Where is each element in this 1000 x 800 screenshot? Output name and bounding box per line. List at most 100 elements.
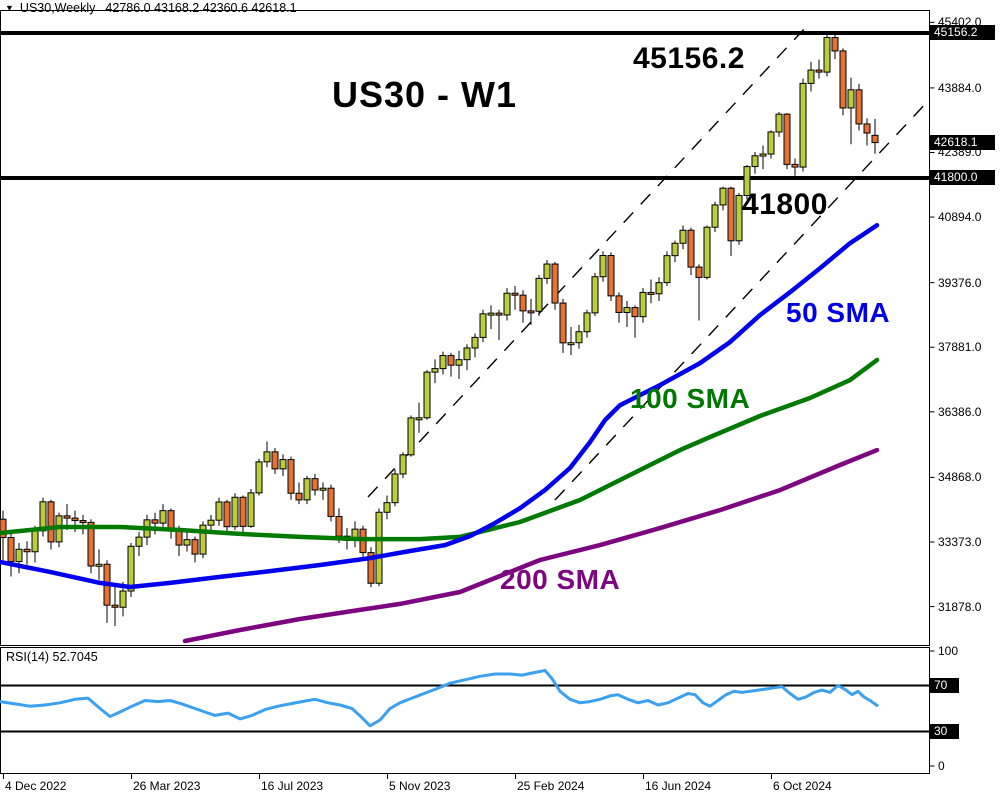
candle <box>351 521 359 548</box>
candle <box>407 415 415 457</box>
candle <box>111 586 119 626</box>
candle <box>391 469 399 507</box>
candle <box>871 118 879 154</box>
price-flag: 45156.2 <box>930 24 995 40</box>
rsi-level-label: 100 <box>938 644 959 658</box>
candle <box>255 458 263 496</box>
candle <box>647 279 655 304</box>
candle <box>703 225 711 280</box>
candle <box>447 352 455 377</box>
candle <box>679 225 687 250</box>
rsi-level-flag: 70 <box>930 677 959 693</box>
sma100-line[interactable] <box>0 357 880 542</box>
candle <box>7 532 15 577</box>
candle <box>223 499 231 533</box>
candle <box>47 499 55 550</box>
sma200-label[interactable]: 200 SMA <box>500 564 621 595</box>
candle <box>847 77 855 145</box>
candle <box>327 484 335 522</box>
candle <box>439 351 447 375</box>
candle <box>503 288 511 321</box>
x-axis-label: 25 Feb 2024 <box>517 779 585 793</box>
candle <box>655 277 663 302</box>
x-axis-label: 16 Jun 2024 <box>645 779 712 793</box>
rsi-level-label: 0 <box>938 759 945 773</box>
candle <box>79 514 87 535</box>
candle <box>319 482 327 500</box>
sma100-label[interactable]: 100 SMA <box>630 383 751 414</box>
candle <box>287 456 295 500</box>
peak-price-annotation[interactable]: 45156.2 <box>633 42 745 75</box>
price-flag: 41800.0 <box>930 169 995 185</box>
quote-header: ▼ US30,Weekly 42786.0 43168.2 42360.6 4261… <box>5 1 297 15</box>
candle <box>367 547 375 588</box>
candle <box>559 298 567 353</box>
support-level-annotation[interactable]: 41800 <box>742 188 828 221</box>
candle <box>663 251 671 286</box>
candle <box>423 370 431 420</box>
y-axis-label: 40894.0 <box>938 210 982 225</box>
candle <box>855 83 863 131</box>
candle <box>591 272 599 317</box>
y-axis-label: 33373.0 <box>938 534 982 549</box>
candle <box>599 251 607 282</box>
candle <box>207 514 215 533</box>
candle <box>695 264 703 321</box>
candle <box>495 309 503 340</box>
candle <box>15 542 23 574</box>
candle <box>759 145 767 170</box>
candle <box>0 510 7 561</box>
candle <box>431 359 439 384</box>
candle <box>191 536 199 563</box>
candle <box>735 193 743 245</box>
candle <box>311 473 319 496</box>
candle <box>103 560 111 623</box>
x-axis-label: 6 Oct 2024 <box>773 779 832 793</box>
candle <box>551 262 559 310</box>
candle <box>607 252 615 302</box>
candle <box>527 298 535 325</box>
symbol-dropdown-icon[interactable]: ▼ <box>5 3 14 13</box>
candle <box>815 59 823 79</box>
y-axis-label: 39376.0 <box>938 275 982 290</box>
candle <box>183 530 191 552</box>
candle <box>455 350 463 379</box>
candle <box>727 186 735 257</box>
candle <box>519 290 527 323</box>
y-axis-label: 34868.0 <box>938 470 982 485</box>
candle <box>671 240 679 263</box>
sma50-line[interactable] <box>0 222 880 590</box>
candle <box>55 512 63 548</box>
candle <box>831 32 839 60</box>
candle <box>487 305 495 330</box>
candle <box>767 130 775 159</box>
chart-title-annotation[interactable]: US30 - W1 <box>332 74 518 115</box>
candle <box>863 118 871 146</box>
candle <box>631 305 639 338</box>
candle <box>791 158 799 176</box>
rsi-line <box>0 669 879 728</box>
candle <box>231 493 239 531</box>
y-axis-label: 36386.0 <box>938 404 982 419</box>
candle <box>799 78 807 172</box>
sma200-line[interactable] <box>182 447 880 644</box>
candle <box>623 301 631 327</box>
candle <box>23 541 31 565</box>
rsi-level-flag: 30 <box>930 723 959 739</box>
sma50-label[interactable]: 50 SMA <box>786 297 891 328</box>
candle <box>639 288 647 323</box>
candle <box>383 495 391 520</box>
symbol-period-label: US30,Weekly <box>19 1 96 15</box>
candle <box>807 61 815 92</box>
x-axis-label: 5 Nov 2023 <box>389 779 451 793</box>
candle <box>839 48 847 116</box>
candle <box>167 508 175 539</box>
x-axis-label: 16 Jul 2023 <box>261 779 324 793</box>
candle <box>463 344 471 371</box>
candle <box>303 476 311 505</box>
candle <box>399 452 407 479</box>
candle <box>271 447 279 474</box>
candle <box>359 525 367 561</box>
